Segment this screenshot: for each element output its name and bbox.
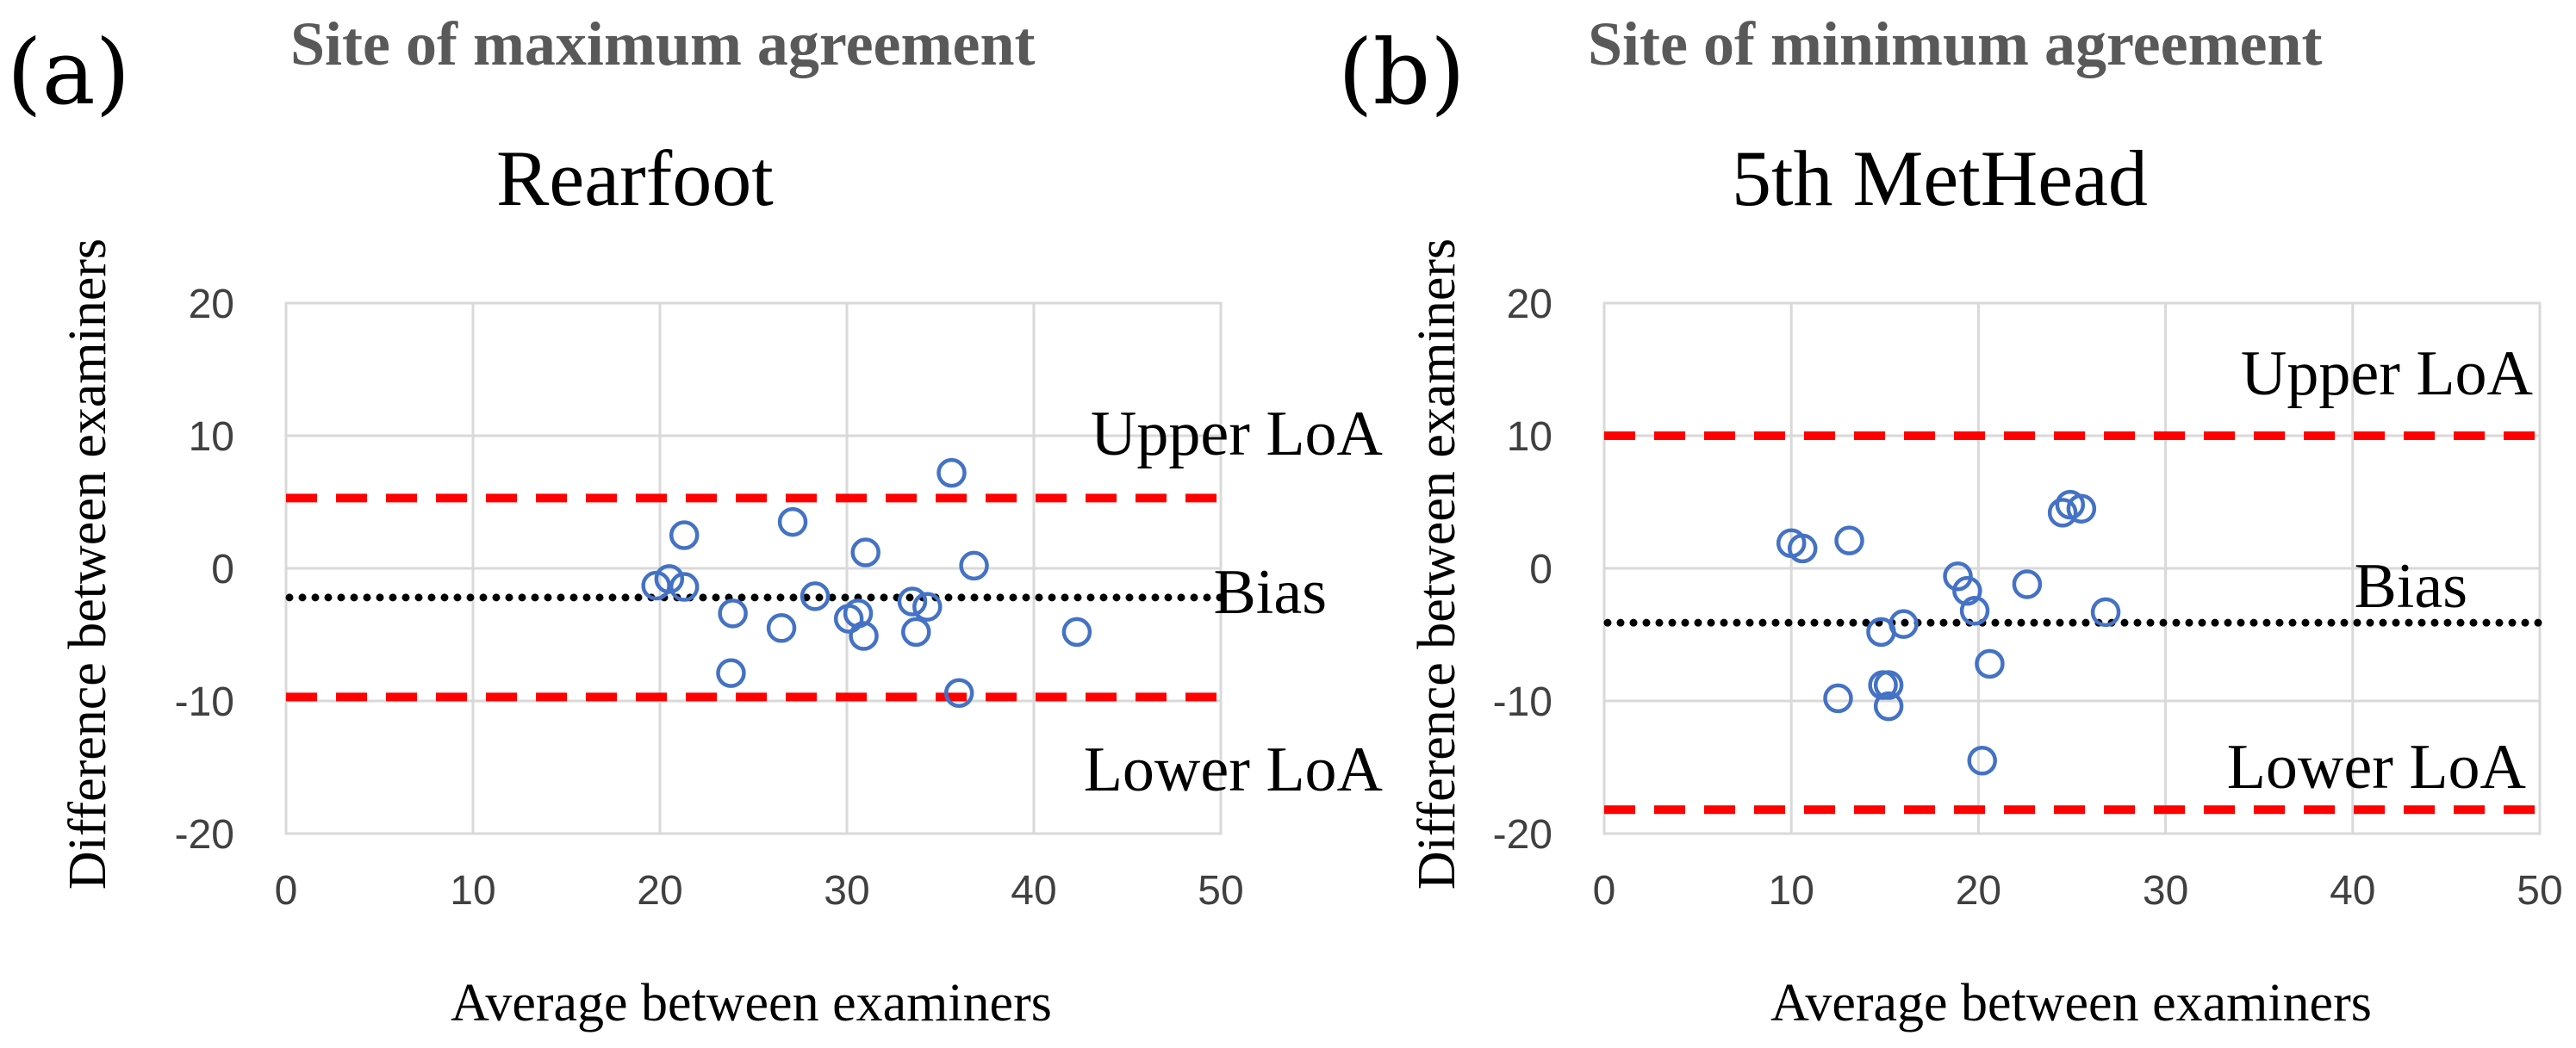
- panel-b-data-point: [1975, 648, 2005, 679]
- panel-a-data-point: [777, 506, 808, 537]
- panel-a-data-point: [943, 678, 974, 709]
- panel-a-y-tick-label: 20: [189, 282, 234, 327]
- panel-b-data-point: [1873, 670, 1904, 700]
- panel-a-y-tick-label: -20: [175, 812, 234, 858]
- panel-b-y-tick-label: 10: [1507, 414, 1552, 460]
- panel-b-data-point: [1952, 575, 1982, 606]
- panel-b-x-tick-label: 30: [2143, 868, 2188, 914]
- panel-a-data-point: [718, 598, 748, 629]
- panel-b-label: (b): [1338, 20, 1465, 125]
- panel-a-x-tick-label: 10: [450, 868, 495, 914]
- panel-b-site-title: Site of minimum agreement: [1588, 9, 2323, 78]
- panel-a-x-tick-label: 0: [275, 868, 298, 914]
- panel-a-data-point: [800, 581, 831, 611]
- panel-b-y-axis-label: Difference between examiners: [1408, 239, 1466, 890]
- panel-b-plot-frame: [1602, 301, 2542, 835]
- panel-b-y-tick-label: -20: [1493, 812, 1552, 858]
- panel-a-x-tick-label: 50: [1198, 868, 1243, 914]
- panel-b-data-point: [1959, 596, 1990, 626]
- panel-b-x-tick-label: 10: [1769, 868, 1814, 914]
- panel-a-title: Rearfoot: [496, 134, 774, 222]
- panel-b-data-point: [2012, 569, 2043, 599]
- panel-a-plot-frame: [284, 301, 1223, 835]
- panel-b-x-axis-label: Average between examiners: [1770, 974, 2372, 1032]
- panel-b-data-point: [2047, 498, 2078, 528]
- panel-b-data-point: [2066, 493, 2097, 524]
- panel-b-x-tick-label: 0: [1593, 868, 1616, 914]
- panel-a-rearfoot: 0 10 20 30 40 50 20 10 0 -10 -20 (a) Site of maxim…: [7, 9, 1383, 1032]
- panel-b-data-point: [1873, 691, 1904, 722]
- panel-b-lower-loa-label: Lower LoA: [2227, 732, 2526, 803]
- panel-a-x-tick-label: 30: [824, 868, 869, 914]
- panel-a-bias-label: Bias: [1213, 557, 1327, 628]
- panel-a-y-tick-label: 10: [189, 414, 234, 460]
- panel-a-data-point: [936, 457, 967, 488]
- panel-a-data-point: [897, 586, 928, 617]
- panel-a-data-point: [766, 613, 797, 643]
- panel-a-plot-area: 0 10 20 30 40 50 20 10 0 -10 -20: [175, 282, 1244, 914]
- panel-a-site-title: Site of maximum agreement: [290, 9, 1035, 78]
- panel-b-y-tick-label: 0: [1529, 547, 1552, 592]
- panel-a-y-axis-label: Difference between examiners: [59, 239, 117, 890]
- panel-b-data-point: [1834, 525, 1864, 555]
- panel-b-data-point: [1823, 683, 1853, 714]
- panel-a-data-point: [912, 592, 943, 622]
- panel-a-data-point: [901, 617, 931, 648]
- panel-b-x-tick-label: 50: [2517, 868, 2562, 914]
- panel-b-5th-methead: 0 10 20 30 40 50 20 10 0 -10 -20 (b) Site of minim…: [1338, 9, 2563, 1032]
- panel-b-data-point: [1787, 533, 1818, 564]
- panel-b-data-point: [1943, 561, 1973, 592]
- panel-b-data-point: [1967, 746, 1997, 776]
- panel-a-data-point: [959, 550, 989, 581]
- panel-a-data-point: [654, 564, 685, 594]
- panel-a-data-point: [850, 537, 880, 567]
- panel-a-data-point: [1061, 617, 1092, 648]
- panel-a-x-tick-label: 20: [637, 868, 682, 914]
- panel-b-y-tick-label: -10: [1493, 679, 1552, 725]
- panel-b-y-tick-label: 20: [1507, 282, 1552, 327]
- panel-b-upper-loa-label: Upper LoA: [2241, 338, 2533, 409]
- panel-b-bias-label: Bias: [2354, 551, 2467, 622]
- panel-a-x-tick-label: 40: [1011, 868, 1056, 914]
- panel-b-plot-area: 0 10 20 30 40 50 20 10 0 -10 -20: [1493, 282, 2563, 914]
- panel-a-y-tick-label: 0: [211, 547, 234, 592]
- panel-a-data-point: [849, 621, 879, 651]
- panel-a-data-point: [669, 520, 700, 550]
- panel-a-x-axis-label: Average between examiners: [451, 974, 1052, 1032]
- panel-a-label: (a): [7, 20, 130, 125]
- panel-a-y-tick-label: -10: [175, 679, 234, 725]
- panel-b-title: 5th MetHead: [1732, 134, 2148, 222]
- panel-b-x-tick-label: 40: [2330, 868, 2375, 914]
- panel-b-data-point: [1888, 609, 1919, 639]
- panel-a-data-point: [716, 658, 746, 688]
- panel-b-x-tick-label: 20: [1956, 868, 2001, 914]
- panel-b-data-point: [2090, 597, 2121, 628]
- panel-a-data-point: [669, 572, 700, 602]
- panel-a-lower-loa-label: Lower LoA: [1084, 735, 1383, 805]
- panel-a-upper-loa-label: Upper LoA: [1091, 399, 1383, 469]
